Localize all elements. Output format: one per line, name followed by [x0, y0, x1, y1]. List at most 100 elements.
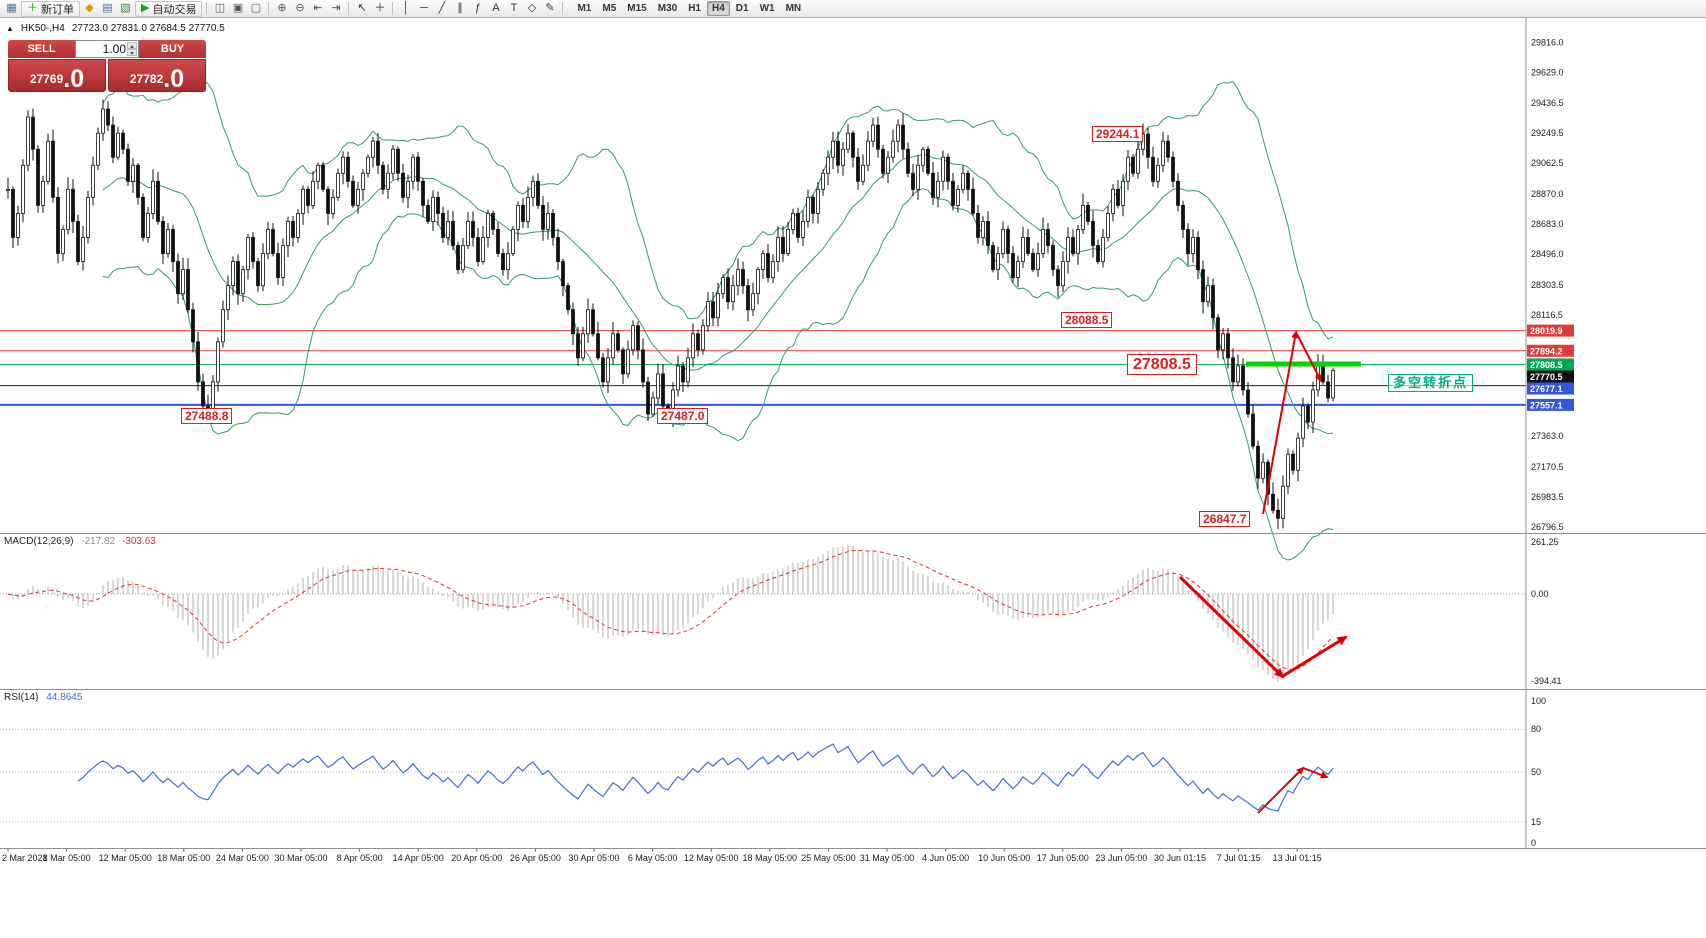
- toolbar-separator: [268, 2, 270, 15]
- time-axis-label: 17 Jun 05:00: [1037, 853, 1089, 863]
- time-axis-label: 31 May 05:00: [860, 853, 915, 863]
- time-axis-label: 12 Mar 05:00: [99, 853, 152, 863]
- price-tag: [1527, 382, 1574, 395]
- tile-windows-icon[interactable]: ◫: [214, 2, 226, 14]
- time-axis-label: 12 May 05:00: [684, 853, 739, 863]
- market-watch-icon[interactable]: ◆: [85, 2, 94, 14]
- time-axis-label: 7 Jul 01:15: [1217, 853, 1261, 863]
- zoom-out-icon[interactable]: ⊖: [295, 2, 305, 14]
- data-window-icon[interactable]: ▤: [102, 2, 113, 14]
- shapes-icon[interactable]: ◇: [527, 2, 537, 14]
- timeframe-m5[interactable]: M5: [602, 3, 617, 14]
- fibonacci-icon[interactable]: ƒ: [474, 2, 482, 14]
- time-axis-label: 8 Apr 05:00: [337, 853, 383, 863]
- cascade-windows-icon[interactable]: ▣: [232, 2, 244, 14]
- svg-text:27894.2: 27894.2: [1530, 346, 1563, 356]
- price-axis-label: 27170.5: [1531, 462, 1564, 472]
- arrows-icon[interactable]: ✎: [545, 2, 555, 14]
- arrow-head-icon: [1273, 668, 1285, 679]
- time-axis-label: 6 May 05:00: [628, 853, 678, 863]
- new-order-button[interactable]: ＋新订单: [21, 0, 80, 17]
- horizontal-level-lines[interactable]: [0, 330, 1526, 406]
- arrow-head-icon: [1315, 374, 1322, 383]
- time-axis-label: 14 Apr 05:00: [393, 853, 444, 863]
- timeframe-w1[interactable]: W1: [759, 3, 775, 14]
- time-axis-label: 30 Mar 05:00: [274, 853, 327, 863]
- price-axis-label: 28870.0: [1531, 189, 1564, 199]
- price-axis-label: 29816.0: [1531, 37, 1564, 47]
- macd-axis-label: 261.25: [1531, 537, 1559, 547]
- time-axis-label: 24 Mar 05:00: [216, 853, 269, 863]
- trend-arrow: [1178, 575, 1285, 679]
- price-tag: [1527, 358, 1574, 371]
- svg-text:27557.1: 27557.1: [1530, 400, 1563, 410]
- price-axis-label: 28116.5: [1531, 310, 1563, 320]
- price-axis-label: 29629.0: [1531, 67, 1564, 77]
- label-icon[interactable]: T: [510, 2, 518, 14]
- macd-panel: 261.25 0.00 -394.41: [0, 537, 1562, 686]
- arrow-head-icon: [1320, 771, 1329, 779]
- price-tag: [1527, 370, 1574, 383]
- rsi-panel: 100 80 50 15 0: [0, 696, 1546, 848]
- candlesticks: [6, 99, 1335, 529]
- trend-arrow: [1262, 331, 1297, 515]
- timeframe-h4[interactable]: H4: [706, 1, 730, 16]
- rsi-axis-label: 50: [1531, 767, 1541, 777]
- time-axis-label: 10 Jun 05:00: [978, 853, 1030, 863]
- rsi-axis-label: 15: [1531, 817, 1541, 827]
- vertical-line-icon[interactable]: │: [402, 2, 410, 14]
- timeframe-mn[interactable]: MN: [785, 3, 802, 14]
- price-axis-label: 26983.5: [1531, 492, 1564, 502]
- trend-arrow: [1257, 767, 1304, 814]
- crosshair-icon[interactable]: ＋: [374, 2, 386, 14]
- new-chart-icon[interactable]: ▦: [6, 2, 17, 14]
- auto-scroll-icon[interactable]: ⇤: [313, 2, 323, 14]
- price-axis: 29816.0 29629.0 29436.5 29249.5 29062.5 28870…: [1527, 37, 1574, 532]
- timeframe-m30[interactable]: M30: [657, 3, 678, 14]
- cursor-icon[interactable]: ↖: [357, 2, 367, 14]
- time-axis-label: 18 May 05:00: [743, 853, 798, 863]
- time-axis-label: 25 May 05:00: [801, 853, 856, 863]
- channel-icon[interactable]: ∥: [457, 2, 463, 14]
- rsi-axis-label: 100: [1531, 696, 1546, 706]
- price-axis-label: 28496.0: [1531, 249, 1564, 259]
- svg-text:27770.5: 27770.5: [1530, 372, 1563, 382]
- toolbar-separator: [392, 2, 394, 15]
- time-axis-label: 26 Apr 05:00: [510, 853, 561, 863]
- toolbar-separator: [348, 2, 350, 15]
- text-icon[interactable]: A: [492, 2, 500, 14]
- macd-axis-label: -394.41: [1531, 676, 1562, 686]
- timeframe-m15[interactable]: M15: [627, 3, 647, 14]
- svg-text:28019.9: 28019.9: [1530, 326, 1563, 336]
- timeframe-toolbar: M1 M5 M15 M30 H1 H4 D1 W1 MN: [572, 1, 806, 16]
- timeframe-h1[interactable]: H1: [688, 3, 701, 14]
- time-axis-label: 23 Jun 05:00: [1095, 853, 1147, 863]
- price-axis-label: 28683.0: [1531, 219, 1564, 229]
- maximize-window-icon[interactable]: ▢: [250, 2, 262, 14]
- horizontal-line-icon[interactable]: ─: [420, 2, 428, 14]
- trendline-icon[interactable]: ╱: [438, 2, 446, 14]
- drawn-annotations[interactable]: [1178, 330, 1361, 814]
- arrow-head-icon: [1291, 330, 1299, 339]
- zoom-in-icon[interactable]: ⊕: [277, 2, 287, 14]
- time-axis-label: 8 Mar 05:00: [43, 853, 91, 863]
- price-axis-label: 28303.5: [1531, 280, 1564, 290]
- price-axis-label: 29062.5: [1531, 158, 1564, 168]
- price-axis-label: 29436.5: [1531, 98, 1564, 108]
- time-axis-label: 30 Apr 05:00: [568, 853, 619, 863]
- time-axis-label: 30 Jun 01:15: [1154, 853, 1206, 863]
- svg-text:27808.5: 27808.5: [1530, 360, 1563, 370]
- navigator-icon[interactable]: ▧: [120, 2, 131, 14]
- trend-arrow: [1296, 333, 1322, 382]
- arrow-head-icon: [1296, 766, 1305, 775]
- time-axis-label: 4 Jun 05:00: [922, 853, 969, 863]
- arrow-head-icon: [1336, 635, 1348, 646]
- timeframe-m1[interactable]: M1: [577, 3, 592, 14]
- auto-trading-button[interactable]: ▶ 自动交易: [135, 0, 203, 17]
- price-axis-label: 27363.0: [1531, 431, 1564, 441]
- timeframe-d1[interactable]: D1: [735, 3, 749, 14]
- chart-shift-icon[interactable]: ⇥: [331, 2, 341, 14]
- time-axis-label: 18 Mar 05:00: [157, 853, 210, 863]
